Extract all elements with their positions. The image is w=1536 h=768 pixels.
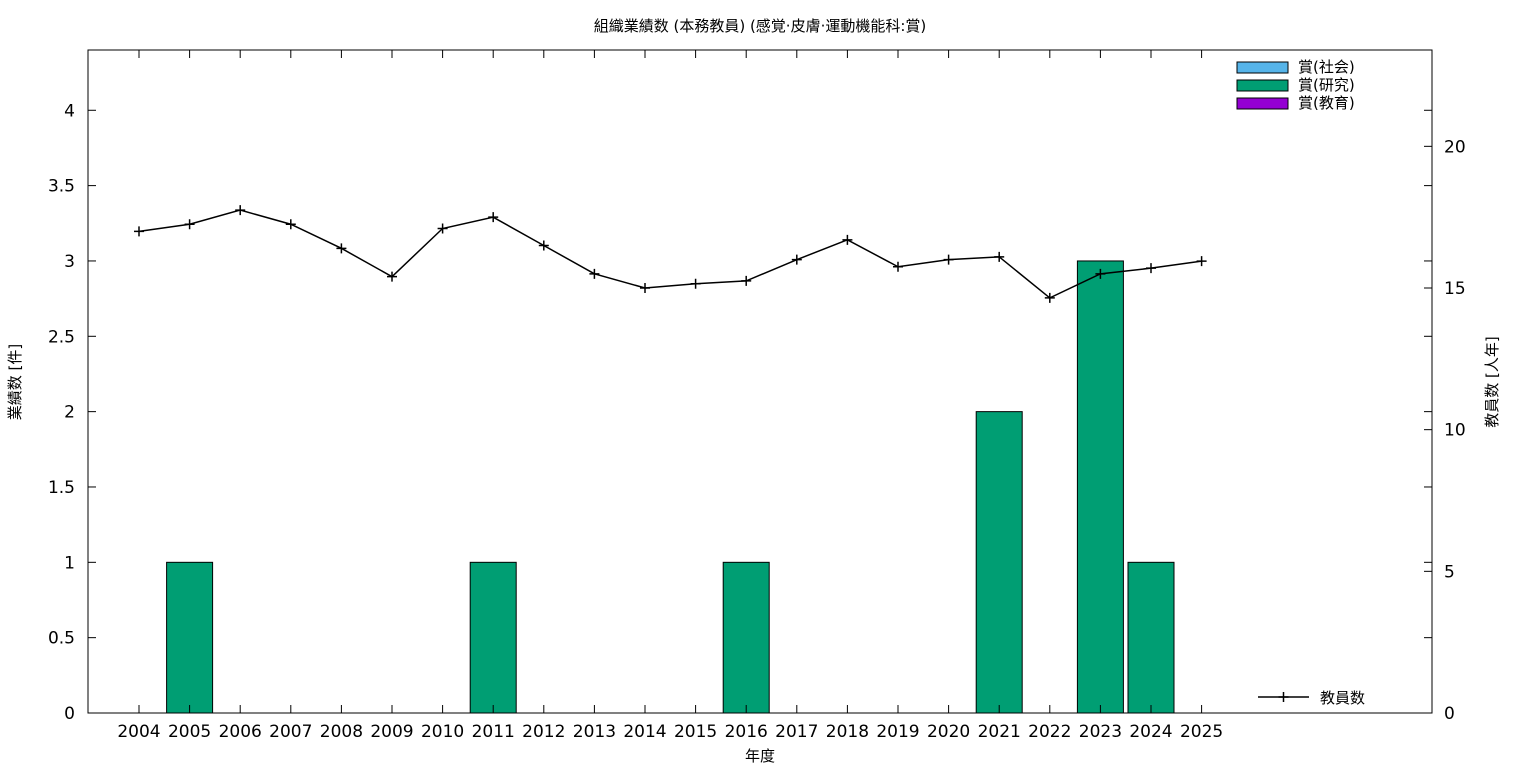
x-tick-label: 2011 xyxy=(472,722,515,742)
bars-layer xyxy=(166,260,1175,714)
line-point-2019 xyxy=(893,261,903,272)
line-point-2005 xyxy=(184,219,195,230)
line-point-2011 xyxy=(488,212,499,223)
line-point-2013 xyxy=(589,268,600,279)
x-tick-label: 2017 xyxy=(775,722,818,742)
x-tick-label: 2021 xyxy=(978,722,1021,742)
x-tick-label: 2008 xyxy=(320,722,363,742)
line-layer xyxy=(134,205,1207,303)
y2-axis-label: 教員数 [人年] xyxy=(1483,336,1501,427)
legend-swatch-0 xyxy=(1236,61,1289,74)
bar-2011-series-1 xyxy=(469,561,517,714)
y-tick-label: 0 xyxy=(64,704,75,724)
y-tick-label: 2.5 xyxy=(48,327,75,347)
bar-2021-series-1 xyxy=(975,411,1023,714)
line-point-2022 xyxy=(1044,292,1055,303)
x-tick-label: 2005 xyxy=(168,722,211,742)
legend-label-2: 賞(教育) xyxy=(1298,94,1355,112)
line-point-2025 xyxy=(1196,256,1207,267)
line-point-2006 xyxy=(235,205,246,216)
line-point-2023 xyxy=(1095,268,1106,279)
y-tick-label: 4 xyxy=(64,101,75,121)
x-tick-label: 2009 xyxy=(370,722,413,742)
x-tick-label: 2012 xyxy=(522,722,565,742)
line-point-2015 xyxy=(690,278,701,289)
line-point-2012 xyxy=(538,240,549,251)
line-point-2024 xyxy=(1146,263,1156,274)
x-tick-label: 2025 xyxy=(1180,722,1223,742)
x-tick-label: 2014 xyxy=(623,722,666,742)
y2-tick-label: 10 xyxy=(1444,421,1466,441)
line-point-2004 xyxy=(134,226,144,237)
line-point-2018 xyxy=(842,234,853,245)
line-point-2007 xyxy=(285,219,296,230)
line-point-2014 xyxy=(640,283,650,293)
x-tick-label: 2010 xyxy=(421,722,464,742)
y-tick-label: 2 xyxy=(64,403,75,423)
line-point-2010 xyxy=(437,223,448,234)
x-tick-label: 2007 xyxy=(269,722,312,742)
legend-swatch-1 xyxy=(1236,79,1289,92)
line-legend-marker xyxy=(1278,692,1289,702)
bar-2016-series-1 xyxy=(722,561,770,714)
bar-2024-series-1 xyxy=(1127,561,1175,714)
x-tick-label: 2004 xyxy=(117,722,160,742)
x-tick-label: 2024 xyxy=(1129,722,1172,742)
y-tick-label: 1 xyxy=(64,553,75,573)
y2-tick-label: 15 xyxy=(1444,279,1466,299)
x-tick-label: 2019 xyxy=(876,722,919,742)
y-tick-label: 3.5 xyxy=(48,177,75,197)
legend: 賞(社会)賞(研究)賞(教育) xyxy=(1236,58,1355,112)
line-point-2016 xyxy=(741,275,752,286)
y2-tick-label: 5 xyxy=(1444,562,1455,582)
x-tick-label: 2013 xyxy=(573,722,616,742)
line-legend-label: 教員数 xyxy=(1320,689,1365,707)
legend-swatch-2 xyxy=(1236,97,1289,110)
legend-label-1: 賞(研究) xyxy=(1298,76,1355,94)
y-tick-label: 1.5 xyxy=(48,478,75,498)
y2-tick-label: 0 xyxy=(1444,704,1455,724)
legend-label-0: 賞(社会) xyxy=(1298,58,1355,76)
x-tick-label: 2018 xyxy=(826,722,869,742)
y-axis-label: 業績数 [件] xyxy=(6,344,24,420)
x-tick-label: 2022 xyxy=(1028,722,1071,742)
y-tick-label: 0.5 xyxy=(48,629,75,649)
y2-tick-label: 20 xyxy=(1444,137,1466,157)
x-tick-label: 2015 xyxy=(674,722,717,742)
y2-axis: 0 5 10 15 20 xyxy=(1424,137,1466,724)
x-tick-label: 2023 xyxy=(1079,722,1122,742)
x-tick-label: 2006 xyxy=(219,722,262,742)
bar-2023-series-1 xyxy=(1076,260,1124,714)
bar-2005-series-1 xyxy=(166,561,214,714)
x-axis-label: 年度 xyxy=(745,747,775,765)
line-point-2008 xyxy=(336,243,347,254)
x-tick-label: 2020 xyxy=(927,722,970,742)
line-point-2020 xyxy=(943,254,954,265)
line-point-2009 xyxy=(387,271,397,282)
line-legend: 教員数 xyxy=(1258,689,1365,707)
x-axis: 2004 2005 2006 2007 2008 2009 2010 2011 2012 2013… xyxy=(117,50,1223,742)
line-point-2021 xyxy=(994,251,1005,262)
faculty-count-line xyxy=(138,209,1202,299)
x-tick-label: 2016 xyxy=(725,722,768,742)
line-point-2017 xyxy=(791,254,802,265)
y-tick-label: 3 xyxy=(64,252,75,272)
chart-title: 組織業績数 (本務教員) (感覚·皮膚·運動機能科:賞) xyxy=(594,17,927,35)
